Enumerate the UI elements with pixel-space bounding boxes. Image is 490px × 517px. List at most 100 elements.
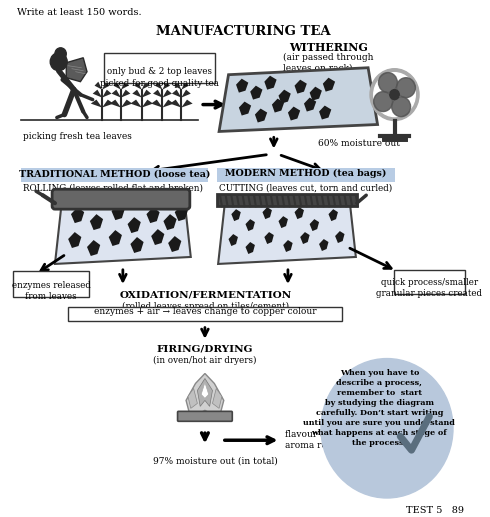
Circle shape [374, 92, 392, 112]
Text: (rolled leaves spread on tiles/cement): (rolled leaves spread on tiles/cement) [122, 302, 290, 311]
Polygon shape [219, 68, 378, 131]
Polygon shape [91, 100, 102, 108]
Polygon shape [132, 89, 142, 98]
Polygon shape [102, 100, 113, 108]
Polygon shape [164, 214, 176, 230]
Polygon shape [66, 58, 87, 82]
FancyBboxPatch shape [104, 53, 215, 83]
Polygon shape [163, 100, 174, 108]
Polygon shape [263, 207, 272, 219]
Text: 97% moisture out (in total): 97% moisture out (in total) [153, 456, 278, 465]
Polygon shape [323, 78, 335, 92]
FancyBboxPatch shape [217, 169, 394, 183]
Polygon shape [134, 82, 142, 89]
Polygon shape [87, 240, 100, 256]
Polygon shape [151, 100, 163, 108]
Polygon shape [213, 388, 222, 408]
FancyBboxPatch shape [21, 169, 208, 183]
Polygon shape [71, 207, 84, 223]
FancyBboxPatch shape [217, 194, 357, 206]
Polygon shape [121, 100, 132, 108]
Text: picking fresh tea leaves: picking fresh tea leaves [23, 132, 132, 142]
Polygon shape [201, 383, 209, 399]
Polygon shape [93, 89, 102, 98]
Polygon shape [328, 209, 338, 221]
Polygon shape [310, 87, 322, 101]
Polygon shape [245, 242, 255, 254]
Polygon shape [130, 237, 144, 253]
Polygon shape [163, 82, 170, 89]
Polygon shape [102, 89, 112, 98]
Text: CUTTING (leaves cut, torn and curled): CUTTING (leaves cut, torn and curled) [219, 183, 392, 192]
Polygon shape [278, 89, 291, 103]
Polygon shape [319, 105, 331, 119]
Polygon shape [250, 86, 263, 100]
Polygon shape [304, 98, 316, 112]
Polygon shape [255, 109, 267, 123]
Polygon shape [181, 100, 193, 108]
Text: only bud & 2 top leaves
picked for good quality tea: only bud & 2 top leaves picked for good … [100, 67, 219, 87]
Circle shape [378, 72, 397, 93]
Polygon shape [130, 100, 142, 108]
Polygon shape [300, 232, 310, 244]
Circle shape [374, 73, 416, 116]
Polygon shape [175, 205, 188, 221]
Polygon shape [272, 99, 284, 113]
Polygon shape [170, 100, 181, 108]
FancyBboxPatch shape [393, 270, 466, 294]
Polygon shape [142, 89, 151, 98]
Polygon shape [288, 107, 300, 120]
Polygon shape [278, 216, 288, 228]
Text: TEST 5   89: TEST 5 89 [406, 506, 465, 515]
FancyBboxPatch shape [177, 412, 232, 421]
Polygon shape [151, 229, 164, 245]
Polygon shape [113, 82, 121, 89]
Polygon shape [218, 197, 356, 264]
Polygon shape [172, 89, 181, 98]
Text: TRADITIONAL METHOD (loose tea): TRADITIONAL METHOD (loose tea) [19, 170, 210, 178]
Polygon shape [121, 82, 128, 89]
Polygon shape [102, 82, 110, 89]
Circle shape [55, 48, 66, 60]
Polygon shape [110, 100, 121, 108]
FancyBboxPatch shape [68, 307, 342, 321]
Text: FIRING/DRYING: FIRING/DRYING [157, 345, 253, 354]
Polygon shape [188, 388, 197, 408]
Text: (in oven/hot air dryers): (in oven/hot air dryers) [153, 356, 257, 364]
FancyBboxPatch shape [13, 271, 89, 297]
Text: Write at least 150 words.: Write at least 150 words. [17, 8, 142, 17]
Polygon shape [319, 239, 328, 251]
Polygon shape [231, 209, 241, 221]
Polygon shape [310, 219, 319, 231]
Polygon shape [155, 82, 163, 89]
Text: WITHERING: WITHERING [289, 42, 368, 53]
Polygon shape [236, 79, 248, 93]
Polygon shape [95, 82, 102, 89]
Text: ROLLING (leaves rolled flat and broken): ROLLING (leaves rolled flat and broken) [23, 183, 203, 192]
Text: flavour and
aroma released: flavour and aroma released [285, 430, 356, 450]
Text: (air passed through
leaves on rack): (air passed through leaves on rack) [283, 53, 374, 73]
Text: MODERN METHOD (tea bags): MODERN METHOD (tea bags) [225, 170, 387, 178]
Polygon shape [186, 373, 224, 418]
Polygon shape [127, 217, 141, 233]
Polygon shape [163, 89, 172, 98]
Text: enzymes released
from leaves: enzymes released from leaves [12, 281, 91, 301]
Polygon shape [294, 80, 307, 94]
Polygon shape [142, 100, 153, 108]
Text: When you have to
describe a process,
remember to  start
by studying the diagram
: When you have to describe a process, rem… [303, 369, 455, 447]
Polygon shape [294, 207, 304, 219]
Circle shape [321, 359, 453, 498]
FancyBboxPatch shape [52, 189, 190, 209]
Polygon shape [174, 82, 181, 89]
Circle shape [50, 53, 67, 71]
Polygon shape [121, 89, 130, 98]
Polygon shape [197, 378, 213, 406]
Polygon shape [181, 89, 191, 98]
Text: 60% moisture out: 60% moisture out [318, 140, 400, 148]
Polygon shape [283, 240, 293, 252]
Polygon shape [147, 207, 160, 223]
Polygon shape [181, 82, 189, 89]
Polygon shape [168, 236, 181, 252]
Polygon shape [264, 232, 274, 244]
Text: enzymes + air → leaves change to copper colour: enzymes + air → leaves change to copper … [94, 307, 316, 316]
